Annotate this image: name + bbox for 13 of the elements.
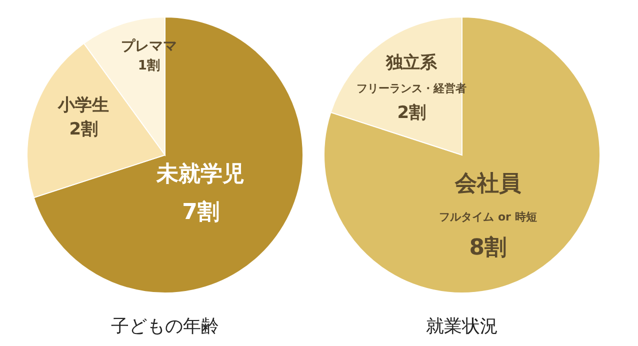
data-label: 8割: [469, 236, 507, 261]
slice-label: 会社員: [454, 172, 521, 197]
data-label: 1割: [138, 57, 160, 74]
data-label: 2割: [397, 102, 426, 123]
pie-slice: [324, 16, 600, 294]
data-label: 7割: [182, 200, 220, 225]
text: フルタイム or 時短: [439, 210, 537, 224]
text: 就業状況: [426, 316, 498, 337]
data-label: 2割: [69, 120, 98, 140]
slice-label: 独立系: [385, 52, 438, 73]
slice-label: 未就学児: [156, 162, 245, 187]
slice-label: 小学生: [57, 96, 110, 116]
text: 子どもの年齢: [111, 316, 219, 337]
